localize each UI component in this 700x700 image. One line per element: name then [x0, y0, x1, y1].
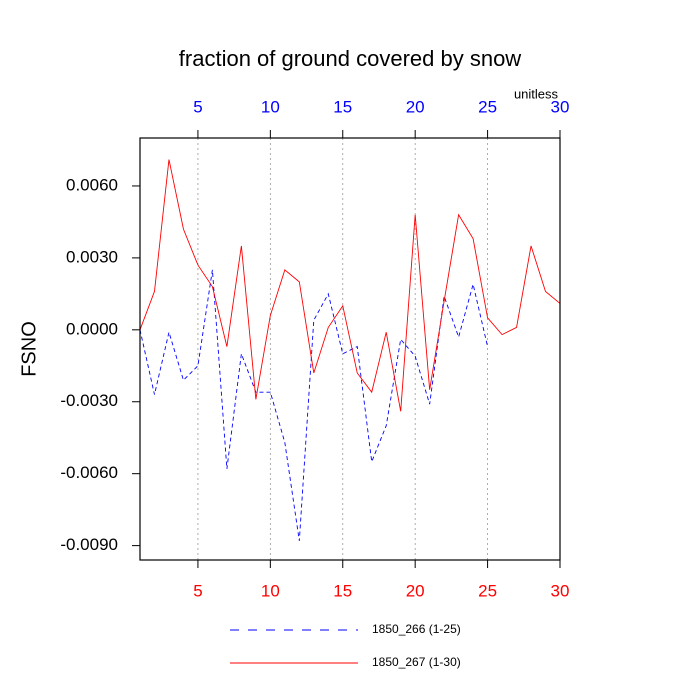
y-tick-label: 0.0030	[66, 247, 118, 266]
plot-frame	[139, 137, 561, 561]
chart-title: fraction of ground covered by snow	[179, 46, 522, 71]
units-label: unitless	[514, 86, 559, 101]
x-top-tick-label: 15	[333, 97, 352, 116]
x-top-tick-label: 10	[261, 97, 280, 116]
x-top-tick-label: 5	[193, 97, 202, 116]
y-axis-label: FSNO	[18, 321, 40, 377]
x-tick-label: 25	[478, 581, 497, 600]
data-line	[139, 269, 489, 541]
x-top-tick-label: 20	[406, 97, 425, 116]
x-top-tick-label: 30	[551, 97, 570, 116]
x-tick-label: 30	[551, 581, 570, 600]
x-tick-label: 15	[333, 581, 352, 600]
data-line	[139, 159, 561, 412]
x-top-tick-label: 25	[478, 97, 497, 116]
x-tick-label: 10	[261, 581, 280, 600]
y-tick-label: 0.0000	[66, 319, 118, 338]
y-tick-label: -0.0090	[60, 535, 118, 554]
x-tick-label: 5	[193, 581, 202, 600]
legend-label: 1850_267 (1-30)	[372, 655, 461, 669]
legend-label: 1850_266 (1-25)	[372, 622, 461, 636]
x-tick-label: 20	[406, 581, 425, 600]
y-tick-label: 0.0060	[66, 175, 118, 194]
y-tick-label: -0.0030	[60, 391, 118, 410]
y-tick-label: -0.0060	[60, 463, 118, 482]
